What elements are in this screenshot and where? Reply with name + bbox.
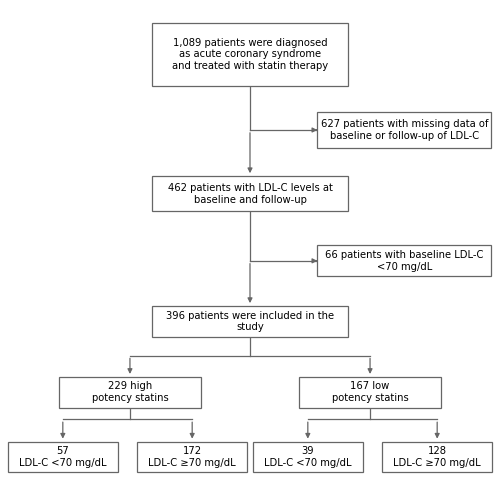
FancyBboxPatch shape <box>59 377 201 407</box>
FancyBboxPatch shape <box>318 112 492 147</box>
Text: 396 patients were included in the
study: 396 patients were included in the study <box>166 310 334 332</box>
Text: 66 patients with baseline LDL-C
<70 mg/dL: 66 patients with baseline LDL-C <70 mg/d… <box>325 250 484 272</box>
Text: 627 patients with missing data of
baseline or follow-up of LDL-C: 627 patients with missing data of baseli… <box>320 119 488 141</box>
Text: 1,089 patients were diagnosed
as acute coronary syndrome
and treated with statin: 1,089 patients were diagnosed as acute c… <box>172 38 328 71</box>
Text: 39
LDL-C <70 mg/dL: 39 LDL-C <70 mg/dL <box>264 446 352 468</box>
FancyBboxPatch shape <box>152 176 348 212</box>
FancyBboxPatch shape <box>382 442 492 472</box>
FancyBboxPatch shape <box>299 377 441 407</box>
Text: 229 high
potency statins: 229 high potency statins <box>92 381 168 403</box>
Text: 128
LDL-C ≥70 mg/dL: 128 LDL-C ≥70 mg/dL <box>394 446 481 468</box>
Text: 462 patients with LDL-C levels at
baseline and follow-up: 462 patients with LDL-C levels at baseli… <box>168 183 332 204</box>
FancyBboxPatch shape <box>318 245 492 276</box>
FancyBboxPatch shape <box>137 442 248 472</box>
FancyBboxPatch shape <box>8 442 118 472</box>
Text: 57
LDL-C <70 mg/dL: 57 LDL-C <70 mg/dL <box>19 446 106 468</box>
FancyBboxPatch shape <box>152 306 348 336</box>
Text: 172
LDL-C ≥70 mg/dL: 172 LDL-C ≥70 mg/dL <box>148 446 236 468</box>
FancyBboxPatch shape <box>252 442 363 472</box>
FancyBboxPatch shape <box>152 23 348 86</box>
Text: 167 low
potency statins: 167 low potency statins <box>332 381 408 403</box>
